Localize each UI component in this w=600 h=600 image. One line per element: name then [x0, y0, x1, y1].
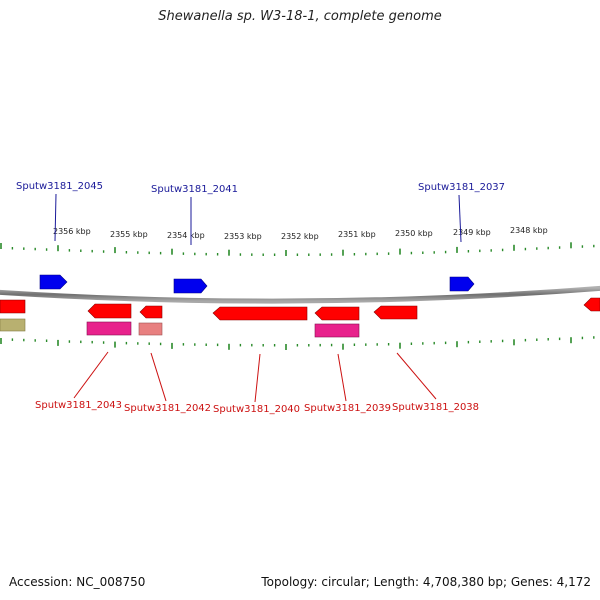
bottom-tick-row — [0, 336, 595, 350]
gene-label-sputw3181-2037[interactable]: Sputw3181_2037 — [418, 182, 505, 193]
gene-label-sputw3181-2038[interactable]: Sputw3181_2038 — [392, 402, 479, 413]
gene-arrow-sputw3181-2045[interactable] — [39, 274, 68, 290]
bottom-gene-labels: Sputw3181_2043 Sputw3181_2042 Sputw3181_… — [35, 400, 479, 415]
gene-arrow-sputw3181-2037[interactable] — [449, 276, 475, 292]
scale-label: 2348 kbp — [510, 226, 548, 235]
gene-label-sputw3181-2039[interactable]: Sputw3181_2039 — [304, 403, 391, 414]
scale-labels: 2356 kbp 2355 kbp 2354 kbp 2353 kbp 2352… — [53, 226, 548, 241]
genome-summary-label: Topology: circular; Length: 4,708,380 bp… — [261, 575, 591, 589]
scale-label: 2353 kbp — [224, 232, 262, 241]
gene-arrow-left-edge[interactable] — [0, 299, 26, 314]
feature-row-secondary — [0, 318, 360, 338]
gene-arrow-right-edge[interactable] — [583, 297, 600, 312]
scale-label: 2355 kbp — [110, 230, 148, 239]
scale-label: 2356 kbp — [53, 227, 91, 236]
scale-label: 2354 kbp — [167, 231, 205, 240]
scale-label: 2350 kbp — [395, 229, 433, 238]
scale-label: 2352 kbp — [281, 232, 319, 241]
gene-label-sputw3181-2042[interactable]: Sputw3181_2042 — [124, 403, 211, 414]
gene-arrow-sputw3181-2041[interactable] — [173, 278, 208, 294]
gene-arrow-sputw3181-2040[interactable] — [212, 306, 308, 321]
gene-label-sputw3181-2043[interactable]: Sputw3181_2043 — [35, 400, 122, 411]
gene-label-sputw3181-2041[interactable]: Sputw3181_2041 — [151, 184, 238, 195]
gene-arrow-sputw3181-2039[interactable] — [314, 306, 360, 321]
reverse-strand-genes — [0, 297, 600, 321]
top-label-leaders — [54, 193, 462, 245]
gene-arrow-sputw3181-2038[interactable] — [373, 305, 418, 320]
feature-block-magenta[interactable] — [86, 321, 132, 336]
forward-strand-genes — [39, 274, 475, 294]
genome-title: Shewanella sp. W3-18-1, complete genome — [158, 9, 442, 24]
top-gene-labels: Sputw3181_2045 Sputw3181_2041 Sputw3181_… — [16, 181, 505, 195]
bottom-label-leaders — [73, 351, 437, 403]
top-tick-row — [0, 242, 595, 256]
feature-block-pink[interactable] — [138, 322, 163, 336]
gene-arrow-sputw3181-2043[interactable] — [87, 303, 132, 319]
gene-arrow-sputw3181-2042[interactable] — [139, 305, 163, 319]
genome-backbone — [0, 285, 600, 304]
feature-block-olive[interactable] — [0, 318, 26, 332]
gene-label-sputw3181-2045[interactable]: Sputw3181_2045 — [16, 181, 103, 192]
gene-label-sputw3181-2040[interactable]: Sputw3181_2040 — [213, 404, 300, 415]
accession-label: Accession: NC_008750 — [9, 575, 146, 589]
feature-block-magenta[interactable] — [314, 323, 360, 338]
scale-label: 2349 kbp — [453, 228, 491, 237]
scale-label: 2351 kbp — [338, 230, 376, 239]
